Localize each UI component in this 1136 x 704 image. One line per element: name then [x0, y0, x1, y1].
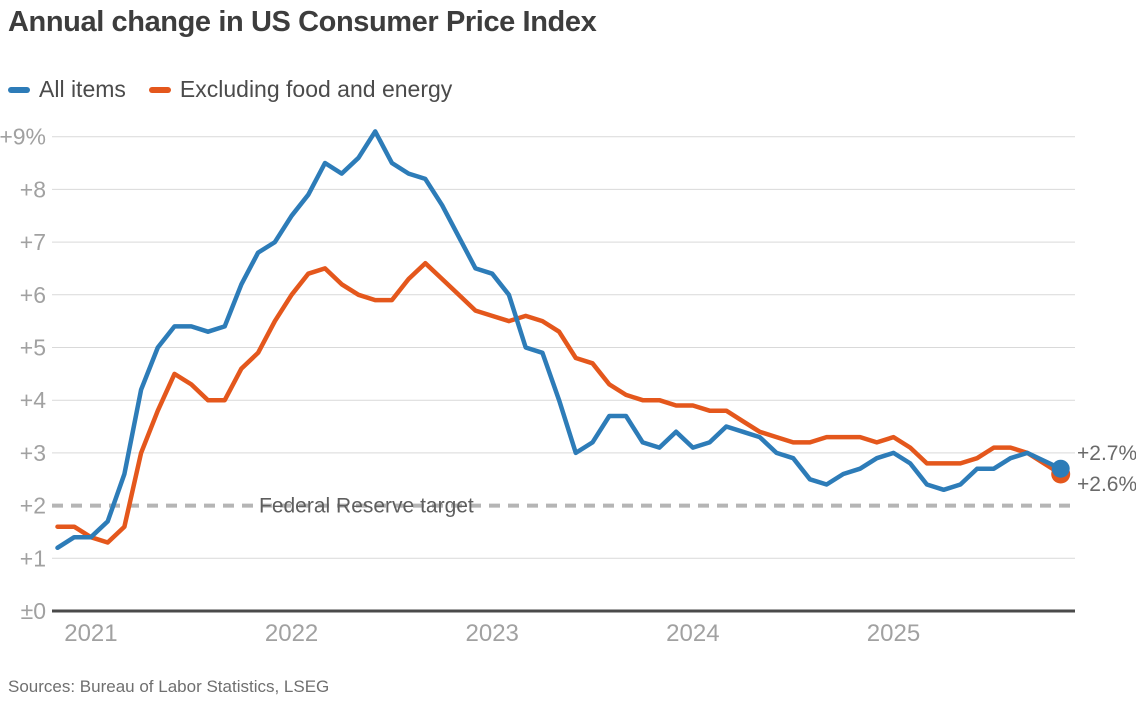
end-dot-all-items — [1051, 459, 1070, 478]
y-tick-label: +1 — [20, 545, 46, 571]
series-line-excluding-food-and-energy — [55, 260, 1063, 545]
series-line-all-items — [55, 129, 1063, 551]
legend-item-all-items: All items — [8, 76, 126, 103]
end-value-label-excluding-food-and-energy: +2.6% — [1077, 473, 1136, 496]
y-tick-label: +8 — [20, 176, 46, 202]
legend-swatch-all-items — [8, 86, 30, 93]
y-tick-label: +5 — [20, 335, 46, 361]
legend-item-core: Excluding food and energy — [148, 76, 453, 103]
x-tick-label: 2025 — [867, 620, 920, 647]
y-tick-label: +7 — [20, 229, 46, 255]
y-tick-label: +4 — [20, 387, 46, 413]
cpi-line-chart: +9% +8 +7 +6 +5 +4 +3 +2 +1 ±0 Federal Reserve tar… — [0, 124, 1136, 647]
x-tick-label: 2024 — [666, 620, 719, 647]
legend-label-all-items: All items — [39, 76, 126, 102]
fed-target-label: Federal Reserve target — [259, 495, 474, 518]
y-tick-label: +6 — [20, 282, 46, 308]
x-tick-label: 2022 — [265, 620, 318, 647]
y-tick-label: ±0 — [21, 598, 46, 624]
legend: All items Excluding food and energy — [8, 76, 452, 103]
chart-title: Annual change in US Consumer Price Index — [8, 6, 597, 38]
legend-label-core: Excluding food and energy — [179, 76, 453, 102]
y-tick-label: +2 — [20, 493, 46, 519]
y-tick-label: +3 — [20, 440, 46, 466]
y-tick-label: +9% — [0, 124, 46, 150]
end-value-label-all-items: +2.7% — [1077, 442, 1136, 465]
source-note: Sources: Bureau of Labor Statistics, LSE… — [8, 677, 330, 696]
x-tick-label: 2023 — [466, 620, 519, 647]
legend-swatch-core — [148, 86, 171, 93]
x-tick-label: 2021 — [64, 620, 117, 647]
chart-area: +9% +8 +7 +6 +5 +4 +3 +2 +1 ±0 Federal Reserve tar… — [0, 110, 1136, 676]
